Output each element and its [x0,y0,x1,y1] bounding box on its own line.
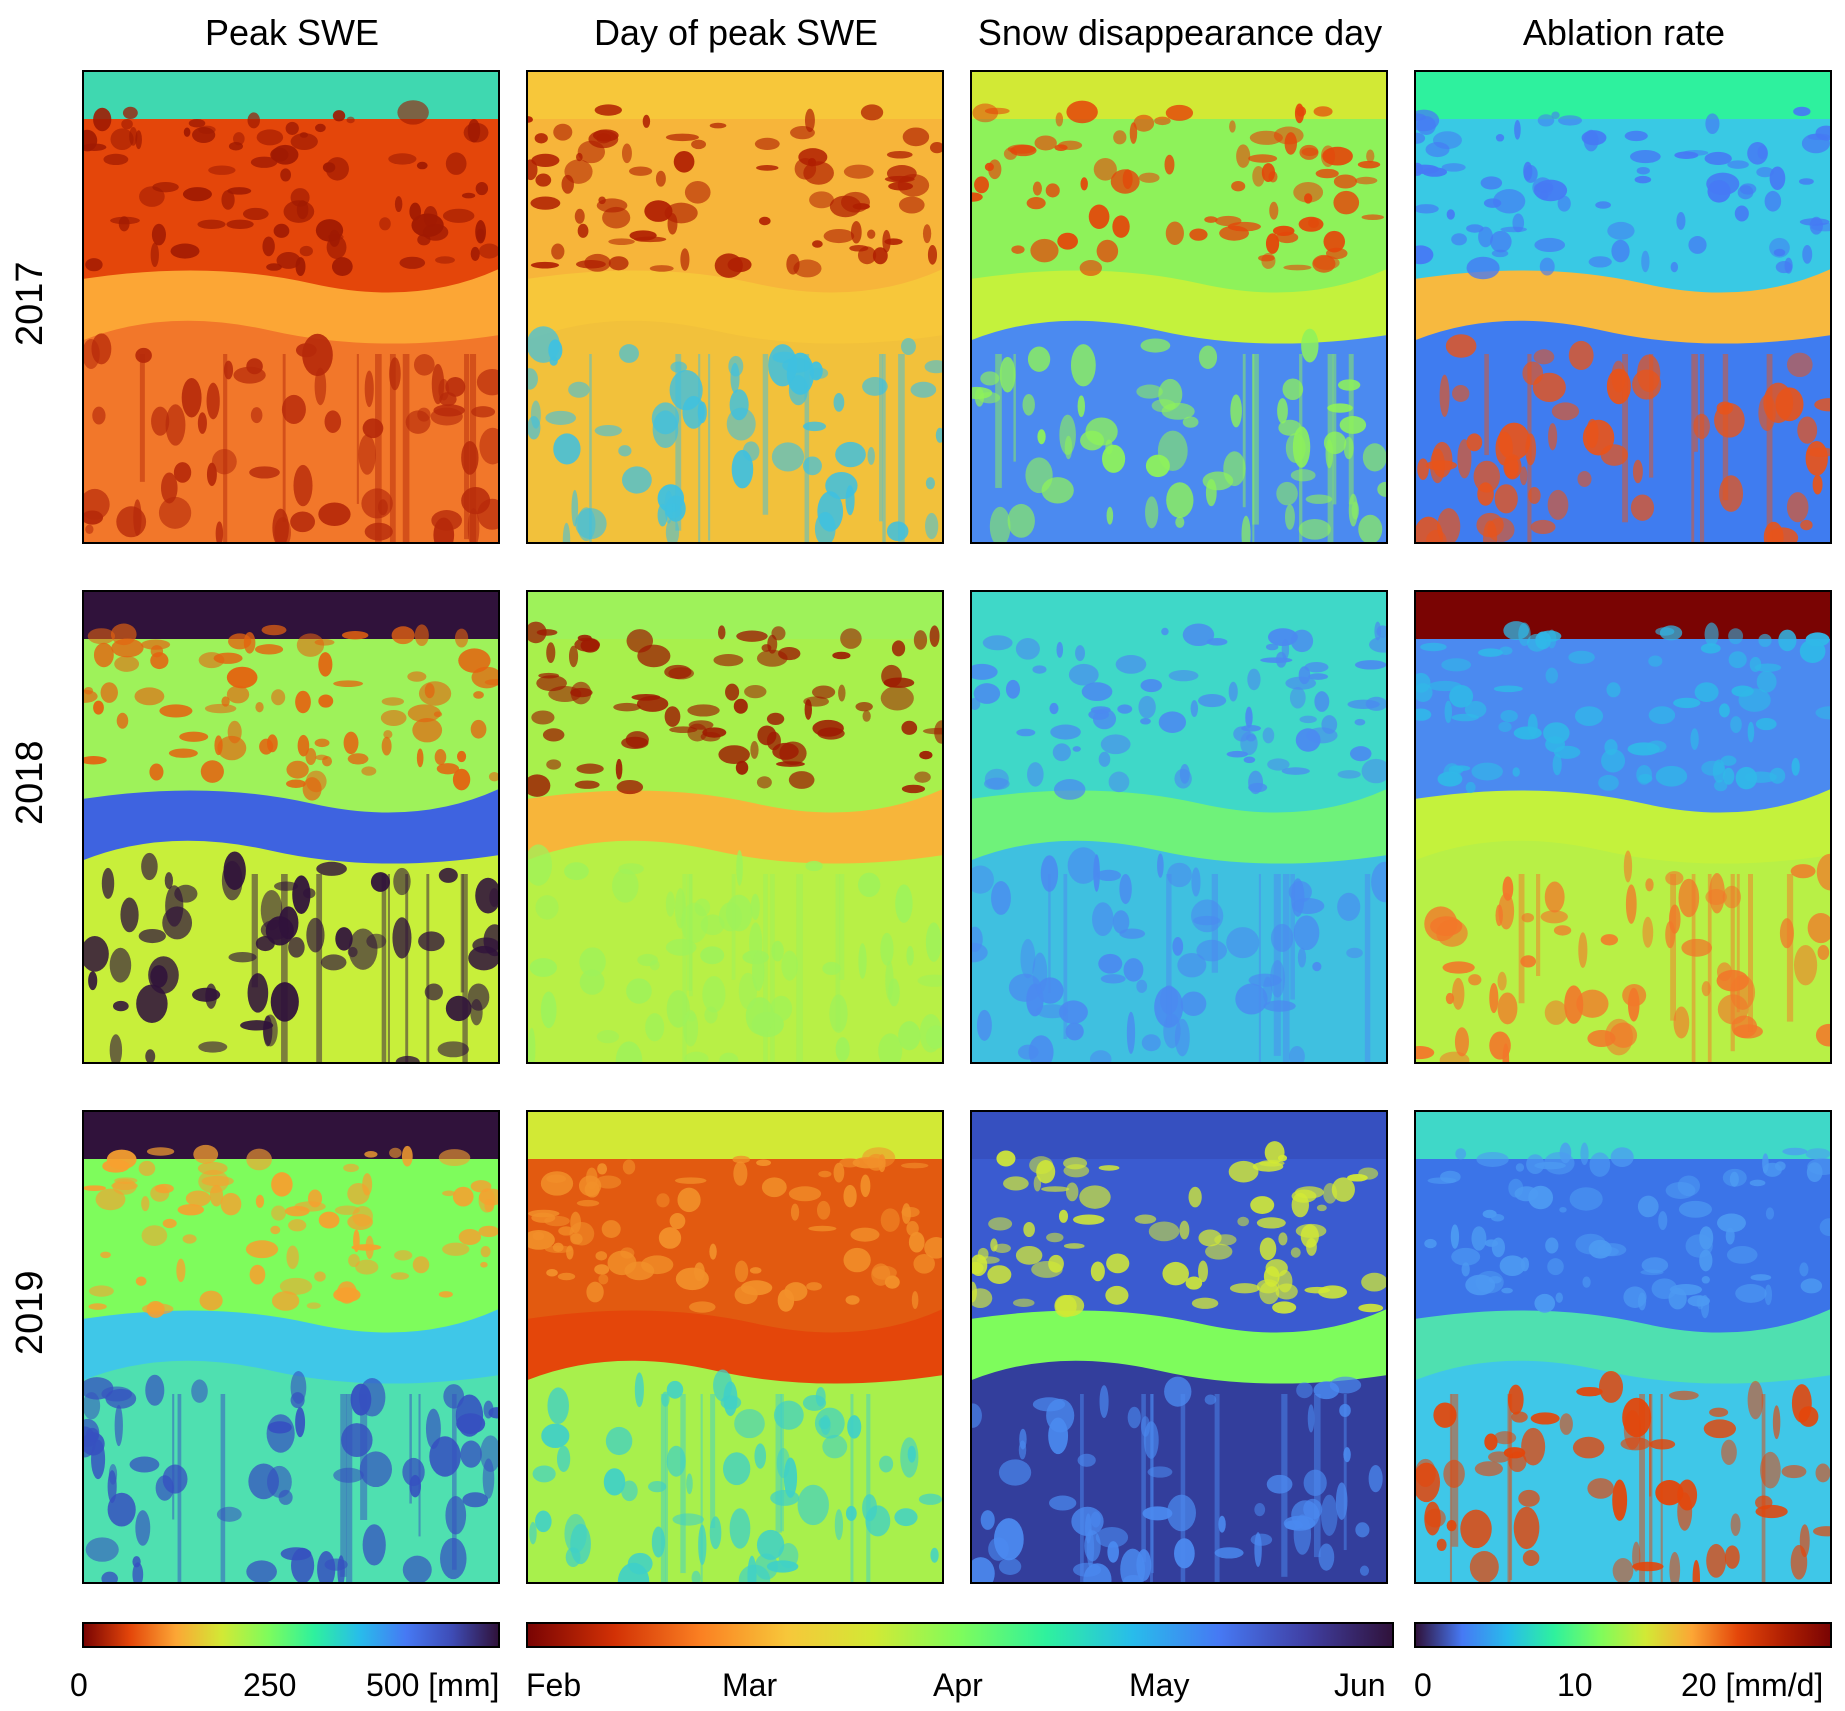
map-ablation-rate-2017 [1414,70,1832,544]
colorbar-ablation-tick-10: 10 [1557,1667,1593,1703]
column-title-peak-swe: Peak SWE [204,12,380,53]
map-day-of-peak-swe-2018 [526,590,944,1064]
colorbar-peak-swe-tick-500: 500 [mm] [366,1667,500,1703]
colorbar-dates-tick-may: May [1129,1667,1190,1703]
map-snow-disappearance-day-2019 [970,1110,1388,1584]
colorbar-peak-swe [82,1622,500,1648]
colorbar-peak-swe-tick-0: 0 [70,1667,88,1703]
colorbar-peak-swe-tick-250: 250 [243,1667,297,1703]
colorbar-ablation-rate [1414,1622,1832,1648]
map-snow-disappearance-day-2017 [970,70,1388,544]
row-label-2017: 2017 [9,261,51,346]
colorbar-dates-tick-mar: Mar [722,1667,778,1703]
map-peak-swe-2018 [82,590,500,1064]
map-ablation-rate-2018 [1414,590,1832,1064]
column-title-snow-disappearance-day: Snow disappearance day [977,12,1383,53]
colorbar-dates-tick-feb: Feb [526,1667,582,1703]
colorbar-dates [526,1622,1394,1648]
map-day-of-peak-swe-2019 [526,1110,944,1584]
map-snow-disappearance-day-2018 [970,590,1388,1064]
colorbar-dates-tick-apr: Apr [933,1667,983,1703]
colorbar-ablation-tick-20: 20 [mm/d] [1681,1667,1824,1703]
map-day-of-peak-swe-2017 [526,70,944,544]
map-ablation-rate-2019 [1414,1110,1832,1584]
column-title-day-of-peak-swe: Day of peak SWE [593,12,879,53]
map-peak-swe-2017 [82,70,500,544]
colorbar-dates-tick-jun: Jun [1334,1667,1386,1703]
row-label-2019: 2019 [9,1270,51,1355]
row-label-2018: 2018 [9,740,51,825]
map-peak-swe-2019 [82,1110,500,1584]
column-title-ablation-rate: Ablation rate [1522,12,1726,53]
colorbar-ablation-tick-0: 0 [1414,1667,1432,1703]
